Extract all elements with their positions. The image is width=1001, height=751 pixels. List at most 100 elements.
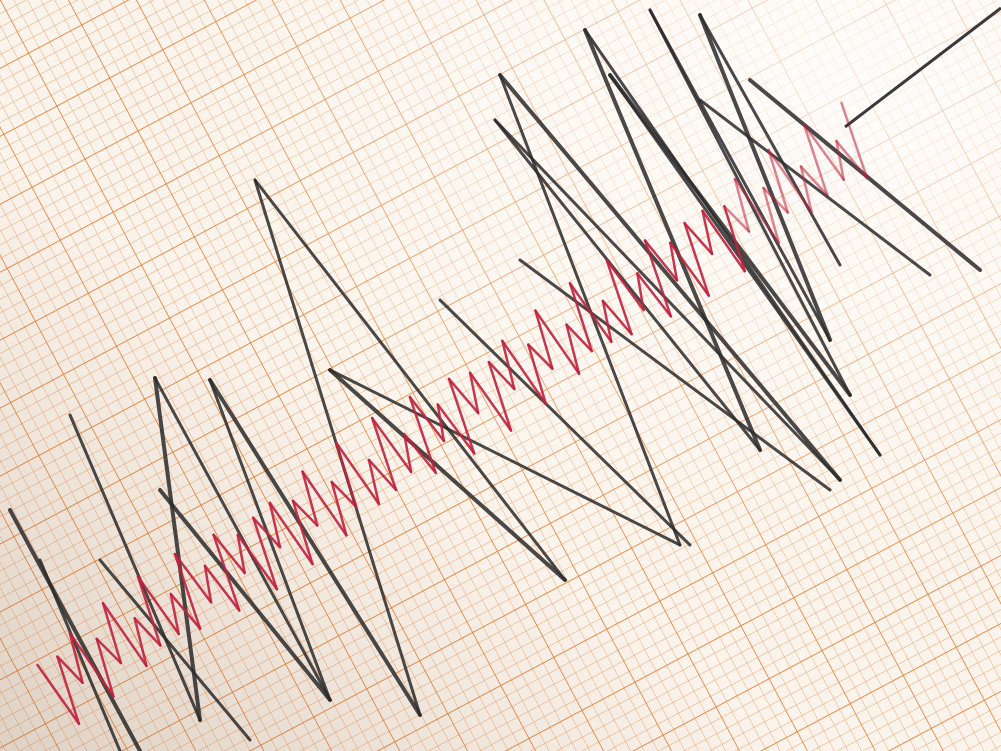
red-trace-stroke	[636, 272, 645, 312]
red-trace-stroke	[835, 139, 845, 181]
red-trace-stroke	[251, 516, 279, 591]
red-trace-stroke	[236, 533, 279, 591]
red-trace-stroke	[436, 403, 476, 455]
red-trace-stroke	[643, 239, 673, 318]
red-trace-stroke	[835, 139, 869, 180]
red-trace-stroke	[447, 377, 480, 415]
red-trace-stroke	[203, 564, 241, 612]
black-trace-stroke	[493, 118, 842, 482]
red-trace-stroke	[767, 148, 789, 214]
red-trace-stroke	[95, 637, 123, 665]
red-trace-stroke	[568, 282, 594, 353]
red-trace-stroke	[101, 601, 148, 668]
red-trace-stroke	[636, 272, 673, 318]
black-trace-stroke	[98, 558, 252, 742]
black-trace-stroke	[493, 118, 762, 452]
red-trace-stroke	[136, 575, 180, 636]
red-trace-stroke	[605, 258, 645, 312]
red-trace-stroke	[733, 177, 781, 245]
red-trace-stroke	[762, 186, 781, 245]
red-trace-stroke	[701, 209, 714, 256]
black-trace-stroke	[68, 413, 202, 722]
black-trace-stroke	[438, 298, 692, 547]
red-trace-stroke	[799, 165, 829, 197]
red-trace-group	[36, 101, 869, 726]
red-trace-stroke	[370, 416, 413, 474]
red-trace-stroke	[534, 309, 554, 370]
red-trace-stroke	[605, 258, 633, 336]
red-trace-stroke	[68, 631, 115, 698]
red-trace-stroke	[335, 441, 381, 506]
red-trace-stroke	[402, 432, 413, 474]
red-trace-stroke	[212, 533, 241, 612]
black-trace-stroke	[253, 178, 567, 582]
red-trace-stroke	[799, 165, 813, 214]
black-trace-stroke	[208, 378, 422, 717]
red-trace-stroke	[762, 186, 789, 214]
red-trace-stroke	[330, 480, 358, 509]
red-trace-stroke	[733, 177, 751, 233]
red-trace-stroke	[447, 377, 476, 455]
red-trace-stroke	[565, 323, 594, 353]
red-trace-stroke	[802, 123, 845, 181]
red-trace-stroke	[468, 371, 513, 432]
red-trace-stroke	[301, 470, 348, 537]
red-trace-stroke	[723, 205, 751, 233]
red-trace-stroke	[501, 339, 516, 391]
red-trace-stroke	[487, 360, 516, 391]
red-trace-stroke	[643, 239, 679, 282]
red-trace-stroke	[767, 148, 813, 214]
red-trace-stroke	[335, 441, 358, 509]
red-trace-stroke	[68, 631, 84, 685]
red-trace-stroke	[133, 617, 162, 647]
black-trace-stroke	[698, 13, 842, 267]
red-trace-stroke	[534, 309, 581, 375]
black-trace-stroke	[698, 13, 832, 342]
red-trace-stroke	[236, 533, 246, 575]
red-trace-stroke	[169, 592, 202, 630]
red-trace-stroke	[568, 282, 613, 344]
black-trace-stroke	[158, 488, 332, 702]
black-trace-stroke	[328, 368, 567, 582]
red-trace-stroke	[601, 299, 613, 344]
red-trace-stroke	[683, 221, 714, 256]
red-trace-stroke	[723, 205, 746, 273]
red-trace-stroke	[251, 516, 282, 549]
black-trace-stroke	[153, 376, 332, 702]
red-trace-stroke	[367, 458, 381, 506]
black-trace-stroke	[153, 376, 202, 722]
red-trace-stroke	[212, 533, 246, 575]
red-trace-stroke	[133, 617, 148, 668]
red-trace-stroke	[173, 552, 202, 630]
black-trace-stroke	[498, 73, 842, 482]
red-trace-stroke	[301, 470, 319, 527]
red-trace-stroke	[701, 209, 746, 273]
red-trace-stroke	[468, 371, 480, 415]
red-trace-stroke	[136, 575, 162, 647]
red-trace-stroke	[802, 123, 829, 197]
black-trace-stroke	[328, 368, 682, 547]
black-trace-stroke	[583, 28, 762, 452]
black-trace-stroke	[38, 558, 122, 751]
stylus-arm	[844, 6, 1001, 129]
red-trace-stroke	[56, 655, 81, 726]
black-trace-stroke	[518, 258, 832, 492]
red-trace-stroke	[101, 601, 123, 665]
red-trace-stroke	[402, 432, 437, 474]
red-trace-stroke	[669, 241, 711, 297]
red-trace-stroke	[669, 241, 679, 282]
red-trace-stroke	[601, 299, 633, 336]
red-trace-stroke	[56, 655, 84, 685]
red-trace-stroke	[840, 101, 869, 180]
red-trace-stroke	[683, 221, 711, 297]
red-trace-stroke	[370, 416, 398, 492]
red-trace-stroke	[36, 663, 81, 726]
red-trace-stroke	[268, 501, 314, 566]
red-trace-stroke	[169, 592, 180, 636]
red-trace-stroke	[367, 458, 398, 492]
red-trace-stroke	[95, 637, 115, 698]
red-trace-stroke	[565, 323, 581, 375]
red-trace-stroke	[330, 480, 348, 537]
red-trace-stroke	[203, 564, 213, 604]
